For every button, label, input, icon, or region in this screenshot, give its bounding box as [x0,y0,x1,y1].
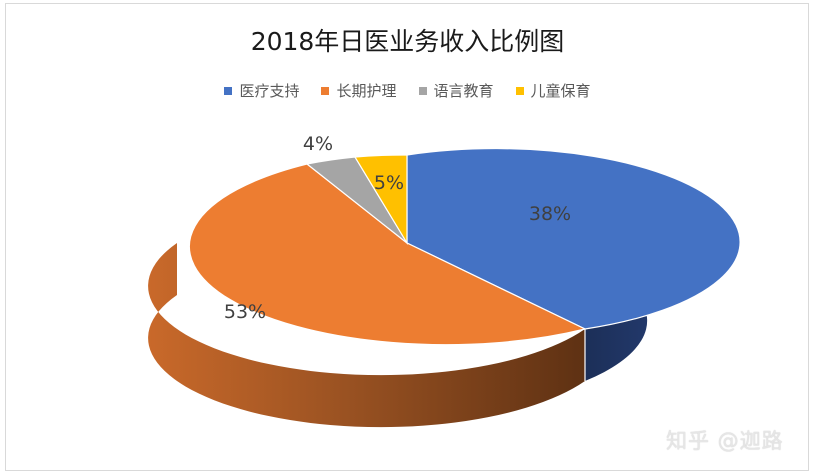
label-care: 53% [224,301,266,323]
legend-item-language[interactable]: 语言教育 [418,80,494,101]
legend-swatch-orange-icon [321,86,330,95]
slice-care-side [148,243,585,428]
legend-swatch-gray-icon [418,86,427,95]
slice-childcare[interactable] [353,154,408,246]
legend-item-medical[interactable]: 医疗支持 [224,80,299,101]
legend-swatch-blue-icon [224,86,233,95]
legend-item-childcare[interactable]: 儿童保育 [515,80,591,101]
legend: 医疗支持 长期护理 语言教育 儿童保育 [0,80,815,101]
slice-care[interactable] [188,163,587,346]
legend-label: 长期护理 [336,82,397,100]
label-language: 4% [303,133,333,155]
legend-swatch-yellow-icon [515,86,524,95]
legend-label: 语言教育 [433,82,494,100]
chart-title: 2018年日医业务收入比例图 [250,27,565,56]
label-childcare: 5% [374,172,404,194]
legend-label: 儿童保育 [530,82,591,100]
slice-medical[interactable] [406,147,741,330]
label-medical: 38% [529,203,571,225]
legend-label: 医疗支持 [239,82,300,100]
slice-medical-side [585,243,648,381]
legend-item-care[interactable]: 长期护理 [321,80,397,101]
watermark: 知乎 @迦路 [666,429,784,453]
